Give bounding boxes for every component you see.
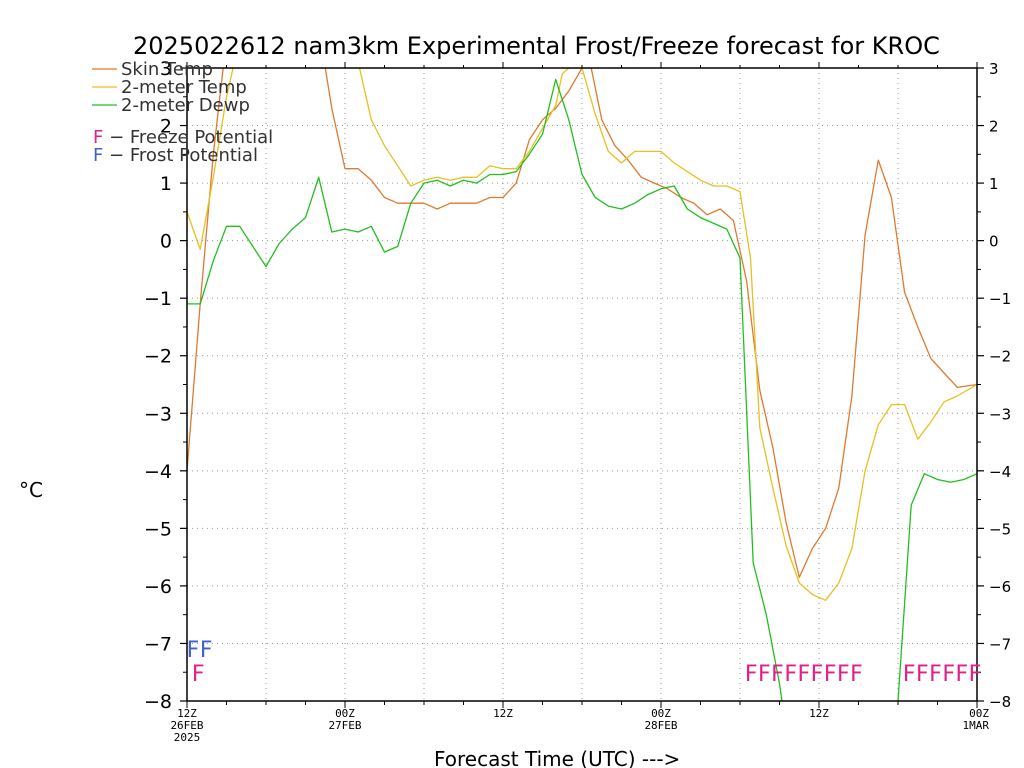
x-tick-label: 12Z: [493, 707, 513, 720]
series-line-skin-temp: [187, 68, 977, 578]
plot-frame: [186, 67, 978, 702]
y-tick-label-right: −5: [989, 520, 1011, 538]
y-axis-ticks: −8 −8 −7 −7 −6 −6 −5 −5 −4 −4 −3 −3 −2 −2 −1 −1 0 0 1 1 2 2 3 3: [144, 58, 1011, 713]
y-axis-label: °C: [19, 478, 43, 502]
flag-legend-symbol: F: [93, 127, 103, 148]
flag-legend-item: F − Freeze Potential: [93, 127, 273, 148]
y-tick-label-right: −4: [989, 463, 1011, 481]
freeze-flag: F: [758, 662, 771, 687]
y-tick-label: −8: [144, 691, 172, 713]
legend-label: 2-meter Dewp: [121, 95, 250, 116]
x-tick-label: 2025: [174, 731, 201, 744]
y-tick-label: 2: [160, 116, 172, 138]
y-tick-label-right: −3: [989, 405, 1011, 423]
flag-legend-item: F − Frost Potential: [93, 145, 258, 166]
freeze-flag: F: [903, 662, 916, 687]
y-tick-label-right: −1: [989, 290, 1011, 308]
freeze-flag: F: [916, 662, 929, 687]
series-line-2-meter-dewp: [187, 78, 977, 701]
y-tick-label: −6: [144, 576, 172, 598]
freeze-flag: F: [745, 662, 758, 687]
x-tick-label: 12Z: [177, 707, 197, 720]
series-line-2-meter-temp: [187, 68, 977, 601]
y-tick-label-right: 0: [989, 233, 999, 251]
flag-legend-text: − Frost Potential: [103, 145, 258, 166]
y-tick-label-right: 1: [989, 175, 999, 193]
x-tick-label: 1MAR: [963, 719, 990, 732]
legend-label: 2-meter Temp: [121, 77, 247, 98]
frost-flag: F: [187, 638, 200, 663]
y-tick-label: −7: [144, 633, 172, 655]
freeze-flag: F: [969, 662, 982, 687]
y-tick-label: 1: [160, 173, 172, 195]
chart-title: 2025022612 nam3km Experimental Frost/Fre…: [133, 32, 940, 60]
y-tick-label-right: −6: [989, 578, 1011, 596]
freeze-flag: F: [798, 662, 811, 687]
freeze-flag: F: [942, 662, 955, 687]
freeze-flag: F: [784, 662, 797, 687]
freeze-flag: F: [771, 662, 784, 687]
y-tick-label-right: −2: [989, 348, 1011, 366]
freeze-flag: F: [850, 662, 863, 687]
x-tick-label: 00Z: [335, 707, 355, 720]
grid-lines: [187, 68, 977, 701]
y-tick-label: 0: [160, 231, 172, 253]
freeze-flag: F: [956, 662, 969, 687]
y-tick-label: 3: [160, 58, 172, 80]
frost-flag: F: [200, 638, 213, 663]
series-layer: [187, 68, 977, 701]
y-tick-label-right: 2: [989, 118, 999, 136]
freeze-flag: F: [824, 662, 837, 687]
x-tick-label: 27FEB: [328, 719, 361, 732]
y-tick-label: −5: [144, 518, 172, 540]
y-tick-label-right: −8: [989, 693, 1011, 711]
x-tick-label: 00Z: [651, 707, 671, 720]
flag-legend-text: − Freeze Potential: [103, 127, 273, 148]
flag-legend-symbol: F: [93, 145, 103, 166]
x-tick-label: 26FEB: [170, 719, 203, 732]
legend-label: Skin Temp: [121, 59, 213, 80]
y-tick-label-right: −7: [989, 635, 1011, 653]
freeze-flag: F: [192, 662, 205, 687]
x-axis-label: Forecast Time (UTC) --->: [434, 747, 680, 768]
y-tick-label: −2: [144, 346, 172, 368]
freeze-flag: F: [837, 662, 850, 687]
y-tick-label-right: 3: [989, 60, 999, 78]
x-tick-label: 00Z: [969, 707, 989, 720]
y-tick-label: −3: [144, 403, 172, 425]
x-tick-label: 12Z: [809, 707, 829, 720]
freeze-flag: F: [811, 662, 824, 687]
y-tick-label: −4: [144, 461, 172, 483]
freeze-flag: F: [929, 662, 942, 687]
y-tick-label: −1: [144, 288, 172, 310]
x-tick-label: 28FEB: [644, 719, 677, 732]
frost-freeze-flags: F FF F F F F F F F F F F F F F F F: [187, 638, 982, 687]
